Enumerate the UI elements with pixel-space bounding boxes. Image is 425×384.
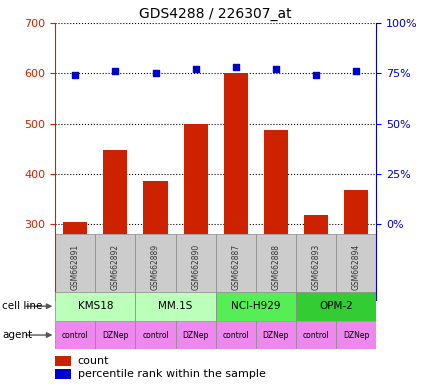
Text: MM.1S: MM.1S — [159, 301, 193, 311]
Bar — [256, 321, 296, 349]
Bar — [215, 321, 256, 349]
Point — [232, 64, 239, 70]
Text: DZNep: DZNep — [102, 331, 129, 339]
Text: count: count — [78, 356, 109, 366]
Bar — [136, 234, 176, 300]
Point — [72, 72, 79, 78]
Point — [312, 72, 319, 78]
Text: KMS18: KMS18 — [78, 301, 113, 311]
Text: DZNep: DZNep — [263, 331, 289, 339]
Bar — [336, 234, 376, 300]
Text: GSM662894: GSM662894 — [351, 244, 360, 290]
Text: control: control — [142, 331, 169, 339]
Bar — [215, 292, 296, 321]
Bar — [55, 321, 95, 349]
Bar — [55, 356, 71, 366]
Text: GSM662893: GSM662893 — [312, 244, 320, 290]
Bar — [296, 234, 336, 300]
Bar — [103, 150, 127, 234]
Bar — [176, 234, 215, 300]
Text: control: control — [62, 331, 89, 339]
Bar — [296, 321, 336, 349]
Bar — [95, 321, 136, 349]
Bar — [224, 73, 248, 234]
Bar — [264, 130, 288, 234]
Bar — [304, 215, 328, 234]
Bar — [144, 181, 167, 234]
Text: GSM662888: GSM662888 — [271, 244, 280, 290]
Text: GSM662892: GSM662892 — [111, 244, 120, 290]
Bar — [296, 292, 376, 321]
Point — [112, 68, 119, 74]
Text: GSM662890: GSM662890 — [191, 244, 200, 290]
Text: NCI-H929: NCI-H929 — [231, 301, 280, 311]
Text: GSM662887: GSM662887 — [231, 244, 240, 290]
Title: GDS4288 / 226307_at: GDS4288 / 226307_at — [139, 7, 292, 21]
Bar — [55, 234, 95, 300]
Text: DZNep: DZNep — [343, 331, 369, 339]
Point — [192, 66, 199, 72]
Text: agent: agent — [2, 330, 32, 340]
Text: control: control — [222, 331, 249, 339]
Point — [353, 68, 360, 74]
Point — [152, 70, 159, 76]
Bar — [136, 321, 176, 349]
Bar — [63, 222, 87, 234]
Text: GSM662891: GSM662891 — [71, 244, 80, 290]
Text: cell line: cell line — [2, 301, 42, 311]
Bar — [136, 292, 215, 321]
Bar — [176, 321, 215, 349]
Text: control: control — [303, 331, 329, 339]
Bar — [344, 190, 368, 234]
Bar — [256, 234, 296, 300]
Bar — [95, 234, 136, 300]
Text: DZNep: DZNep — [182, 331, 209, 339]
Text: percentile rank within the sample: percentile rank within the sample — [78, 369, 266, 379]
Bar — [55, 369, 71, 379]
Bar — [184, 124, 208, 234]
Point — [272, 66, 279, 72]
Text: OPM-2: OPM-2 — [319, 301, 353, 311]
Bar — [336, 321, 376, 349]
Bar — [55, 292, 136, 321]
Text: GSM662889: GSM662889 — [151, 244, 160, 290]
Bar — [215, 234, 256, 300]
